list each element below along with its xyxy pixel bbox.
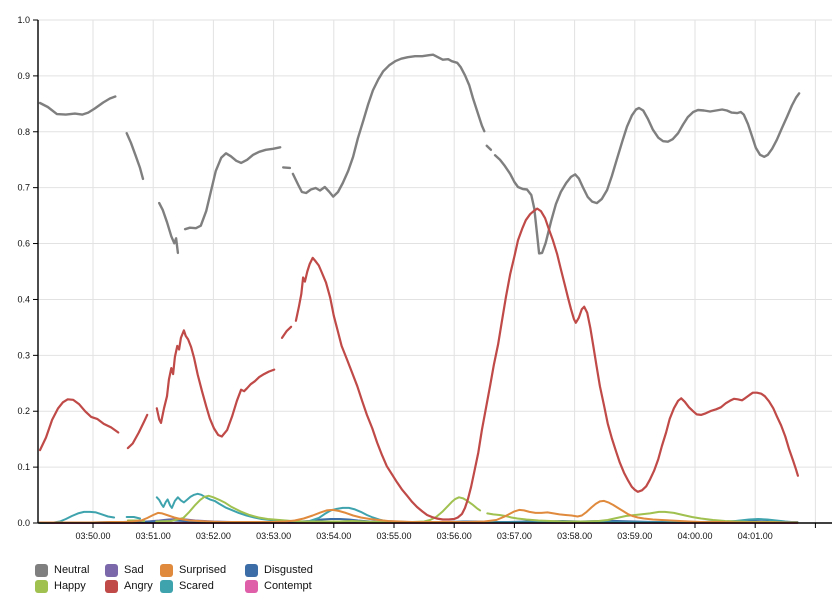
legend-label: Disgusted [264, 564, 313, 576]
x-tick-label: 03:53.00 [256, 531, 291, 541]
y-tick-label: 1.0 [17, 15, 30, 25]
y-tick-label: 0.1 [17, 462, 30, 472]
series-line-angry [280, 325, 293, 339]
legend-swatch-surprised [160, 564, 173, 577]
x-tick-label: 04:00.00 [677, 531, 712, 541]
series-line-neutral [183, 146, 282, 231]
legend-label: Scared [179, 580, 214, 592]
chart-canvas: 0.0 0.1 0.2 0.3 0.4 0.6 0.7 0.8 0.9 1.0 03:50.00 03… [17, 15, 832, 541]
legend-item-neutral: Neutral [35, 563, 105, 578]
legend-swatch-angry [105, 580, 118, 593]
legend-swatch-scared [160, 580, 173, 593]
series-line-neutral [38, 95, 117, 116]
series-line-angry [38, 398, 120, 452]
x-tick-label: 03:52.00 [196, 531, 231, 541]
series-line-neutral [485, 144, 493, 151]
legend-item-scared: Scared [160, 579, 245, 594]
series-line-scared [125, 516, 141, 520]
y-tick-label: 0.7 [17, 183, 30, 193]
x-tick-label: 03:55.00 [376, 531, 411, 541]
series-line-angry [126, 413, 149, 450]
series-line-neutral [291, 53, 486, 198]
legend-item-happy: Happy [35, 579, 105, 594]
legend-swatch-disgusted [245, 564, 258, 577]
x-tick-label: 03:56.00 [437, 531, 472, 541]
legend-swatch-sad [105, 564, 118, 577]
series-line-neutral [125, 132, 145, 181]
series-line-happy [155, 494, 482, 523]
x-tick-label: 03:51.00 [136, 531, 171, 541]
legend-label: Angry [124, 580, 153, 592]
y-tick-label: 0.6 [17, 239, 30, 249]
series-line-neutral [493, 92, 801, 255]
series-line-angry [294, 207, 799, 521]
legend-item-sad: Sad [105, 563, 160, 578]
y-tick-label: 0.2 [17, 406, 30, 416]
legend-label: Happy [54, 580, 86, 592]
chart-legend: Neutral Happy Sad Angry Surprised Scared Disgu… [35, 563, 365, 594]
legend-label: Surprised [179, 564, 227, 576]
y-tick-label: 0.4 [17, 294, 30, 304]
series-line-surprised [39, 499, 799, 524]
x-tick-label: 03:50.00 [75, 531, 110, 541]
x-tick-label: 03:54.00 [316, 531, 351, 541]
legend-label: Neutral [54, 564, 90, 576]
x-tick-label: 03:58.00 [557, 531, 592, 541]
legend-item-disgusted: Disgusted [245, 563, 365, 578]
legend-label: Contempt [264, 580, 312, 592]
y-tick-label: 0.3 [17, 350, 30, 360]
legend-swatch-contempt [245, 580, 258, 593]
legend-label: Sad [124, 564, 144, 576]
y-tick-label: 0.9 [17, 71, 30, 81]
series-line-neutral [282, 166, 292, 170]
y-tick-label: 0.0 [17, 518, 30, 528]
legend-item-contempt: Contempt [245, 579, 365, 594]
x-tick-label: 04:01.00 [738, 531, 773, 541]
x-tick-label: 03:57.00 [497, 531, 532, 541]
legend-item-angry: Angry [105, 579, 160, 594]
y-tick-label: 0.8 [17, 127, 30, 137]
x-tick-label: 03:59.00 [617, 531, 652, 541]
series-line-happy [486, 510, 799, 524]
legend-item-surprised: Surprised [160, 563, 245, 578]
series-line-angry [155, 329, 276, 438]
emotion-probability-chart: 0.0 0.1 0.2 0.3 0.4 0.6 0.7 0.8 0.9 1.0 03:50.00 03… [17, 15, 832, 541]
legend-swatch-happy [35, 580, 48, 593]
series-line-neutral [158, 201, 180, 255]
legend-swatch-neutral [35, 564, 48, 577]
